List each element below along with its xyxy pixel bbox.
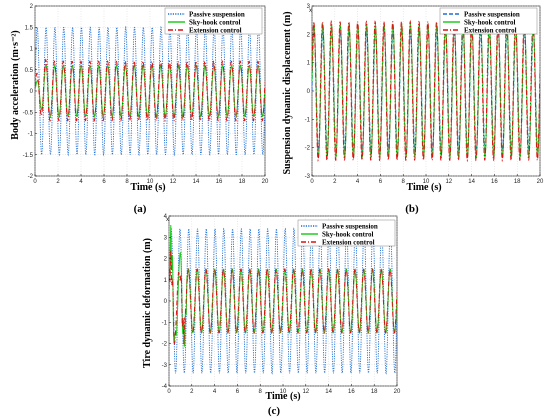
y-tick-label: 3	[164, 235, 168, 241]
x-tick-label: 4	[213, 389, 217, 395]
x-tick-label: 10	[423, 179, 430, 185]
legend-entry-label: Sky-hook control	[464, 19, 515, 27]
legend-entry-label: Passive suspension	[464, 11, 520, 19]
panel-a-label: (a)	[134, 203, 147, 215]
panel-c-chart: x10⁻³ Tire dynamic deformation (m) Time …	[142, 214, 401, 417]
x-tick-label: 8	[402, 179, 406, 185]
y-tick-label: 3	[307, 4, 311, 10]
x-tick-label: 4	[79, 179, 83, 185]
y-tick-label: -0.5	[23, 110, 34, 116]
y-tick-label: -3	[162, 363, 168, 369]
y-tick-label: 1	[30, 47, 34, 53]
y-tick-label: -2	[305, 146, 311, 152]
panel-c-label: (c)	[268, 405, 281, 417]
x-tick-label: 18	[239, 179, 246, 185]
legend-entry-label: Passive suspension	[189, 11, 245, 19]
legend-entry-label: Passive suspension	[322, 223, 378, 231]
x-tick-label: 14	[325, 389, 332, 395]
panel-a-chart: Body acceleration (m·s⁻²) Time (s) (a) 0…	[10, 4, 269, 215]
x-tick-label: 20	[394, 389, 401, 395]
x-tick-label: 14	[193, 179, 200, 185]
y-tick-label: -2	[162, 342, 168, 348]
series-line-extension-control	[169, 250, 397, 346]
legend-entry-label: Sky-hook control	[322, 231, 373, 239]
x-tick-label: 20	[262, 179, 269, 185]
y-tick-label: 0	[164, 299, 168, 305]
x-tick-label: 6	[379, 179, 383, 185]
y-tick-label: -1	[305, 117, 311, 123]
y-tick-label: 1.5	[25, 25, 34, 31]
x-tick-label: 16	[216, 179, 223, 185]
series-line-extension-control	[35, 58, 265, 122]
legend-entry-label: Extension control	[464, 27, 517, 35]
x-tick-label: 2	[333, 179, 337, 185]
x-tick-label: 12	[445, 179, 452, 185]
y-tick-label: 2	[307, 32, 311, 38]
x-tick-label: 18	[371, 389, 378, 395]
legend-entry-label: Extension control	[322, 239, 375, 247]
x-tick-label: 20	[537, 179, 544, 185]
y-tick-label: -4	[162, 384, 168, 390]
y-tick-label: -3	[305, 174, 311, 180]
x-tick-label: 8	[259, 389, 263, 395]
x-tick-label: 2	[56, 179, 60, 185]
y-tick-label: -1	[28, 132, 34, 138]
x-tick-label: 0	[310, 179, 314, 185]
y-tick-label: -1	[162, 320, 168, 326]
y-tick-label: 2	[30, 4, 34, 10]
x-tick-label: 4	[356, 179, 360, 185]
x-tick-label: 12	[170, 179, 177, 185]
x-tick-label: 10	[147, 179, 154, 185]
legend-entry-label: Extension control	[189, 27, 242, 35]
x-tick-label: 6	[102, 179, 106, 185]
panel-b-ylabel: Suspension dynamic displacement (m)	[282, 11, 293, 174]
x-tick-label: 6	[236, 389, 240, 395]
y-tick-label: 1	[307, 61, 311, 67]
x-tick-label: 16	[348, 389, 355, 395]
y-tick-label: 1	[164, 278, 168, 284]
x-tick-label: 0	[167, 389, 171, 395]
y-tick-label: 2	[164, 257, 168, 263]
x-tick-label: 8	[125, 179, 129, 185]
y-tick-label: 4	[164, 214, 168, 220]
x-tick-label: 2	[190, 389, 194, 395]
panel-c-ylabel: Tire dynamic deformation (m)	[142, 238, 153, 368]
x-tick-label: 12	[302, 389, 309, 395]
panel-a-xlabel: Time (s)	[130, 182, 165, 193]
y-tick-label: 0	[30, 89, 34, 95]
y-tick-label: 0.5	[25, 68, 34, 74]
panel-a-ylabel: Body acceleration (m·s⁻²)	[10, 30, 21, 139]
panel-b-chart: x10⁻² Suspension dynamic displacement (m…	[282, 4, 544, 215]
y-tick-label: -1.5	[23, 153, 34, 159]
series-line-passive-suspension	[169, 227, 397, 375]
x-tick-label: 18	[514, 179, 521, 185]
panel-b-label: (b)	[405, 203, 419, 215]
x-tick-label: 16	[491, 179, 498, 185]
x-tick-label: 10	[280, 389, 287, 395]
y-tick-label: 0	[307, 89, 311, 95]
panel-c-xlabel: Time (s)	[265, 391, 300, 402]
legend-entry-label: Sky-hook control	[189, 19, 240, 27]
x-tick-label: 0	[33, 179, 37, 185]
series-line-extension-control	[312, 19, 540, 163]
x-tick-label: 14	[468, 179, 475, 185]
y-tick-label: -2	[28, 174, 34, 180]
panel-b-xlabel: Time (s)	[406, 182, 441, 193]
